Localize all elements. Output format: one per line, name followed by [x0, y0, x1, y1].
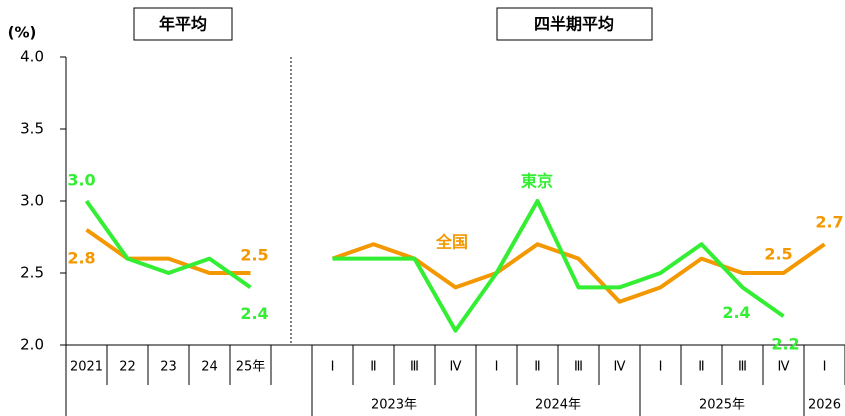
x-tick-label: 24	[201, 360, 218, 375]
y-tick-label: 3.5	[20, 120, 44, 138]
x-tick-label: Ⅲ	[410, 360, 419, 375]
x-tick-label: Ⅲ	[574, 360, 583, 375]
year-label: 2024年	[535, 398, 581, 413]
x-tick-label: Ⅰ	[823, 360, 827, 375]
header-box	[133, 7, 233, 41]
year-label: 2025年	[699, 398, 745, 413]
y-tick-label: 3.0	[20, 192, 44, 210]
x-tick-label: Ⅰ	[659, 360, 663, 375]
x-tick-label: Ⅳ	[614, 360, 626, 375]
x-tick-label: Ⅰ	[495, 360, 499, 375]
x-tick-label: Ⅳ	[450, 360, 462, 375]
series-label: 東京	[521, 172, 553, 191]
x-tick-label: Ⅱ	[534, 360, 540, 375]
value-label: 2.4	[722, 303, 750, 322]
x-tick-label: Ⅰ	[331, 360, 335, 375]
header-box	[496, 7, 653, 41]
group-header: 年平均	[159, 15, 207, 34]
value-label: 2.2	[771, 335, 799, 354]
x-tick-label: 2021	[70, 360, 103, 375]
x-tick-label: 23	[160, 360, 177, 375]
x-tick-label: Ⅲ	[738, 360, 747, 375]
unit-label: (%)	[8, 24, 37, 42]
x-tick-label: 22	[119, 360, 136, 375]
year-label: 2023年	[371, 398, 417, 413]
year-label: 2026	[808, 398, 841, 413]
value-label: 2.5	[240, 246, 268, 265]
x-tick-label: Ⅱ	[698, 360, 704, 375]
value-label: 3.0	[67, 171, 95, 190]
x-tick-label: 25年	[236, 360, 266, 375]
value-label: 2.5	[764, 245, 792, 264]
x-tick-label: Ⅳ	[778, 360, 790, 375]
group-header: 四半期平均	[534, 15, 614, 34]
x-tick-label: Ⅱ	[370, 360, 376, 375]
y-tick-label: 4.0	[20, 48, 44, 66]
value-label: 2.8	[67, 248, 95, 267]
value-label: 2.7	[815, 213, 843, 232]
y-tick-label: 2.0	[20, 336, 44, 354]
y-tick-label: 2.5	[20, 264, 44, 282]
value-label: 2.4	[240, 304, 268, 323]
series-label: 全国	[435, 233, 468, 252]
series-line	[84, 199, 785, 333]
